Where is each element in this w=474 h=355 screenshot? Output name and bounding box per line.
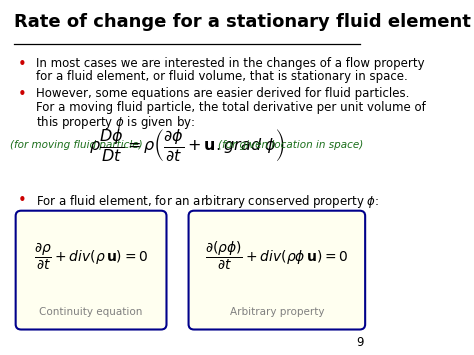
Text: $\dfrac{\partial(\rho\phi)}{\partial t} + div(\rho\phi\,\mathbf{u}) = 0$: $\dfrac{\partial(\rho\phi)}{\partial t} … — [205, 240, 348, 272]
Text: •: • — [18, 87, 26, 102]
Text: •: • — [18, 193, 26, 208]
Text: Continuity equation: Continuity equation — [39, 307, 143, 317]
Text: In most cases we are interested in the changes of a flow property: In most cases we are interested in the c… — [36, 57, 425, 70]
Text: Arbitrary property: Arbitrary property — [229, 307, 324, 317]
Text: Rate of change for a stationary fluid element: Rate of change for a stationary fluid el… — [14, 13, 471, 31]
FancyBboxPatch shape — [189, 211, 365, 329]
Text: (for given location in space): (for given location in space) — [218, 140, 363, 151]
Text: (for moving fluid particle): (for moving fluid particle) — [10, 140, 143, 151]
Text: $\rho\dfrac{D\phi}{Dt} = \rho\left(\dfrac{\partial\phi}{\partial t} + \mathbf{u}: $\rho\dfrac{D\phi}{Dt} = \rho\left(\dfra… — [89, 128, 284, 163]
Text: For a moving fluid particle, the total derivative per unit volume of: For a moving fluid particle, the total d… — [36, 100, 426, 114]
Text: $\dfrac{\partial\rho}{\partial t} + div(\rho\,\mathbf{u}) = 0$: $\dfrac{\partial\rho}{\partial t} + div(… — [34, 240, 148, 272]
Text: However, some equations are easier derived for fluid particles.: However, some equations are easier deriv… — [36, 87, 409, 100]
Text: For a fluid element, for an arbitrary conserved property $\phi$:: For a fluid element, for an arbitrary co… — [36, 193, 379, 210]
Text: 9: 9 — [356, 336, 363, 349]
Text: this property $\phi$ is given by:: this property $\phi$ is given by: — [36, 114, 195, 131]
Text: for a fluid element, or fluid volume, that is stationary in space.: for a fluid element, or fluid volume, th… — [36, 70, 408, 83]
Text: •: • — [18, 57, 26, 72]
FancyBboxPatch shape — [16, 211, 166, 329]
